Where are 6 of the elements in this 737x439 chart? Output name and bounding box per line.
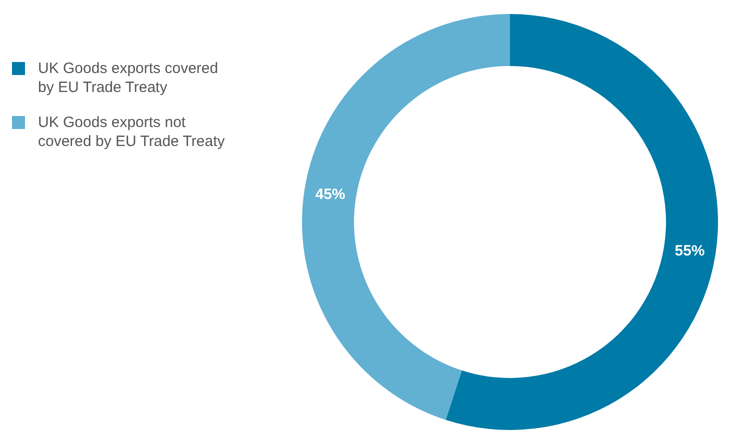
legend-label: UK Goods exports not covered by EU Trade Treaty: [38, 114, 226, 150]
donut-slice: [302, 14, 510, 420]
data-label: 45%: [315, 186, 346, 203]
legend-label: UK Goods exports covered by EU Trade Treaty: [38, 60, 218, 96]
data-label: 55%: [674, 242, 705, 260]
donut-slice: [446, 14, 718, 430]
